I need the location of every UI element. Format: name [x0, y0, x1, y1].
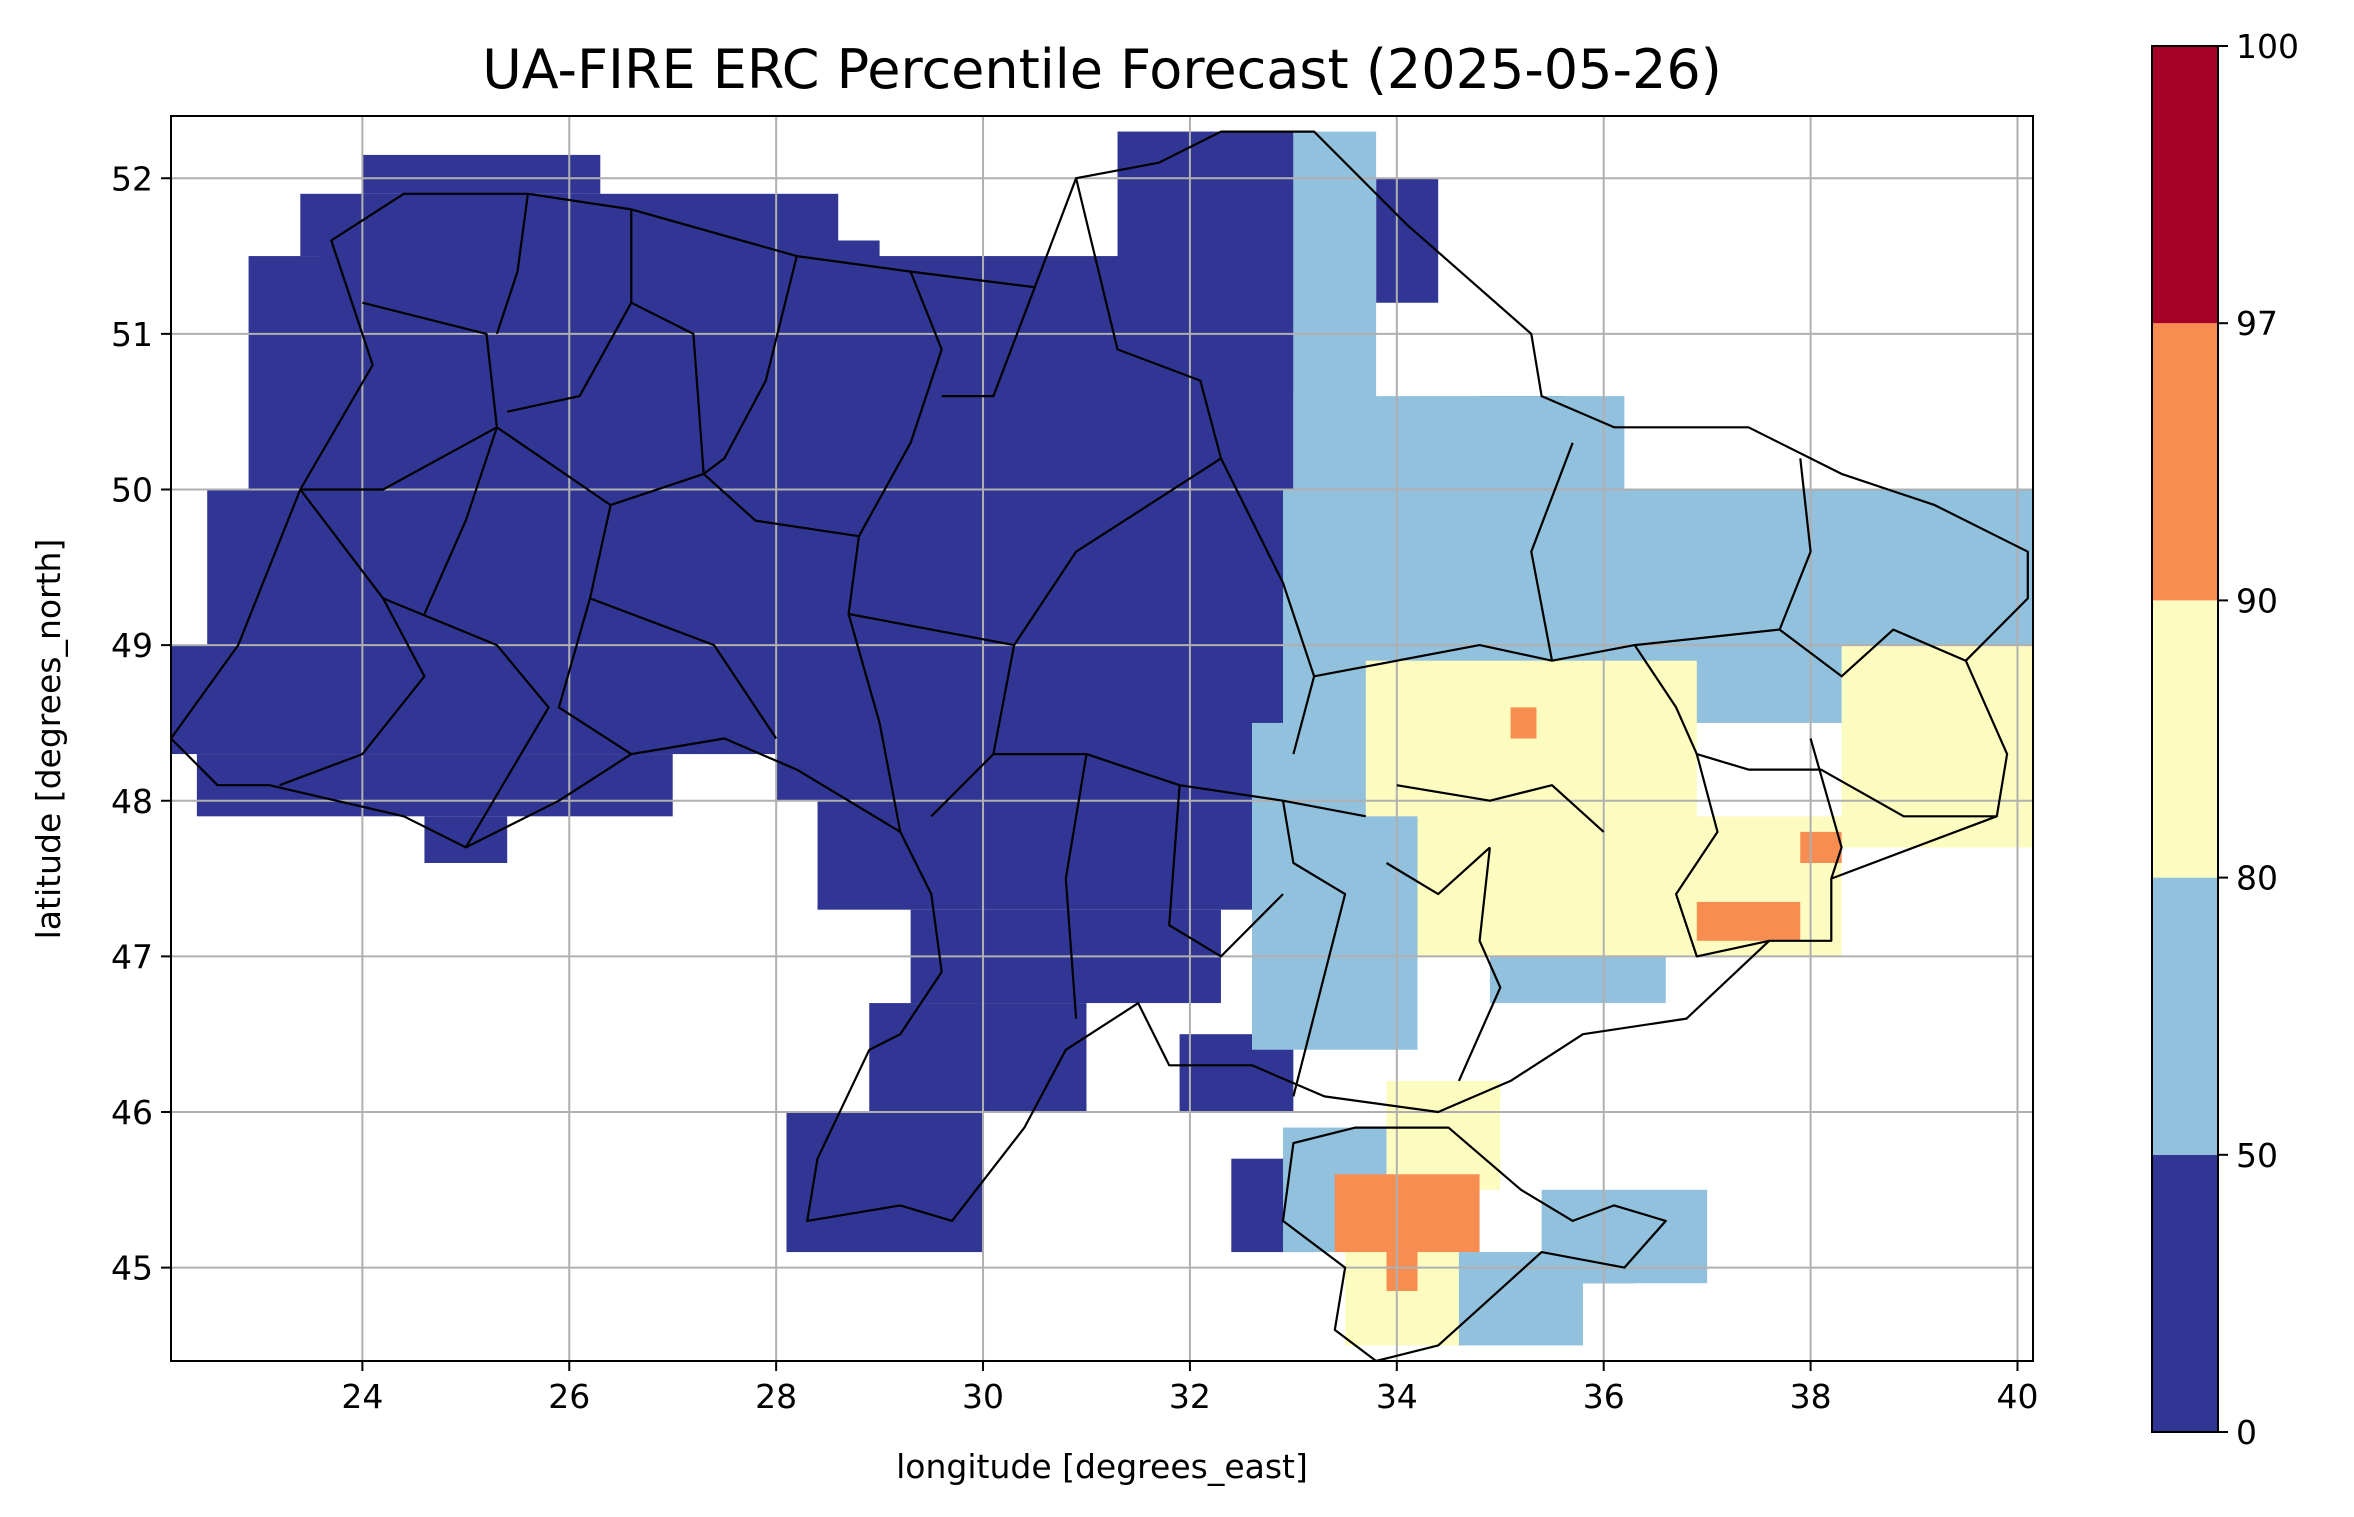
oblast-border — [1530, 442, 1574, 661]
oblast-border — [848, 457, 1222, 647]
y-tick-label: 49 — [111, 626, 153, 665]
grid-cell — [171, 645, 1284, 755]
y-tick-label: 52 — [111, 159, 153, 198]
colorbar-frame — [2151, 45, 2219, 1433]
oblast-border — [1313, 644, 1997, 818]
grid-cell — [1696, 901, 1801, 941]
oblast-border — [382, 597, 550, 848]
colorbar-tick-label: 90 — [2236, 581, 2278, 620]
oblast-border — [702, 271, 943, 538]
oblast-border — [279, 488, 426, 787]
oblast-border — [847, 536, 902, 833]
grid-cell — [196, 754, 673, 817]
oblast-border — [557, 504, 632, 756]
grid-cell — [786, 1112, 984, 1253]
grid-cell — [1117, 131, 1294, 490]
colorbar-segment — [2152, 877, 2218, 1155]
grid-cell — [869, 1003, 1087, 1112]
grid-cell — [1334, 1174, 1480, 1253]
colorbar-tick-label: 0 — [2236, 1413, 2257, 1452]
colorbar-tick-label: 97 — [2236, 304, 2278, 343]
x-tick-label: 32 — [1169, 1377, 1211, 1416]
grid-cell — [362, 154, 601, 194]
oblast-border — [1281, 800, 1347, 1097]
oblast-border — [423, 426, 498, 615]
x-tick-label: 24 — [341, 1377, 383, 1416]
x-tick-label: 40 — [1996, 1377, 2038, 1416]
oblast-border — [589, 597, 778, 740]
y-tick-label: 51 — [111, 315, 153, 354]
plot-area: 24 26 28 30 32 34 36 38 40 45 46 47 48 49 50 51 52 — [111, 115, 2038, 1416]
grid-cell — [1510, 707, 1537, 739]
oblast-border — [1778, 628, 1967, 678]
colorbar-segment — [2152, 1154, 2218, 1432]
x-axis-ticks: 24 26 28 30 32 34 36 38 40 — [341, 1361, 2038, 1416]
oblast-border — [1075, 177, 1223, 459]
colorbar-tick-label: 100 — [2236, 27, 2299, 66]
y-tick-label: 45 — [111, 1249, 153, 1288]
grid-cell — [1800, 831, 1842, 863]
x-tick-label: 36 — [1583, 1377, 1625, 1416]
y-tick-label: 48 — [111, 782, 153, 821]
x-tick-label: 34 — [1376, 1377, 1418, 1416]
grid-cell — [776, 738, 1284, 801]
grid-cell — [1386, 1080, 1501, 1190]
oblast-border — [1634, 458, 1812, 647]
crimea-border — [1281, 1126, 1667, 1361]
colorbar-segment — [2152, 323, 2218, 601]
country-border — [171, 130, 2029, 1222]
admin-borders — [171, 130, 2029, 1361]
x-tick-label: 28 — [755, 1377, 797, 1416]
grid-cell — [207, 489, 1294, 646]
colorbar-tick-label: 80 — [2236, 859, 2278, 898]
x-tick-label: 26 — [548, 1377, 590, 1416]
colorbar: 0 50 80 90 97 100 — [2151, 27, 2299, 1452]
oblast-border — [703, 255, 798, 475]
y-tick-label: 47 — [111, 937, 153, 976]
grid-cell — [1841, 645, 2033, 848]
oblast-border — [1457, 847, 1502, 1082]
oblast-border — [1809, 738, 1843, 879]
plot-frame — [170, 115, 2034, 1362]
grid-cell — [424, 816, 508, 863]
y-tick-label: 50 — [111, 471, 153, 510]
colorbar-segment — [2152, 600, 2218, 878]
oblast-border — [506, 209, 633, 413]
y-axis-label: latitude [degrees_north] — [29, 539, 68, 940]
oblast-border — [1396, 784, 1605, 833]
grid-cell — [248, 256, 1190, 506]
oblast-border — [1168, 785, 1284, 958]
chart-title: UA-FIRE ERC Percentile Forecast (2025-05… — [482, 38, 1722, 101]
y-axis-ticks: 45 46 47 48 49 50 51 52 — [111, 159, 171, 1288]
oblast-border — [1064, 753, 1088, 1019]
grid-cell — [1376, 178, 1439, 303]
oblast-border — [1385, 846, 1491, 896]
grid-cell — [817, 800, 1252, 910]
grid-cell — [1386, 1252, 1418, 1291]
oblast-border — [495, 193, 529, 335]
oblast-border — [1220, 457, 1316, 755]
x-tick-label: 30 — [962, 1377, 1004, 1416]
gridlines — [171, 116, 2033, 1361]
oblast-border — [941, 286, 1036, 398]
y-tick-label: 46 — [111, 1093, 153, 1132]
x-tick-label: 38 — [1790, 1377, 1832, 1416]
x-axis-label: longitude [degrees_east] — [896, 1447, 1308, 1486]
colorbar-tick-label: 50 — [2236, 1136, 2278, 1175]
oblast-border — [1675, 753, 1770, 958]
colorbar-segment — [2152, 46, 2218, 324]
